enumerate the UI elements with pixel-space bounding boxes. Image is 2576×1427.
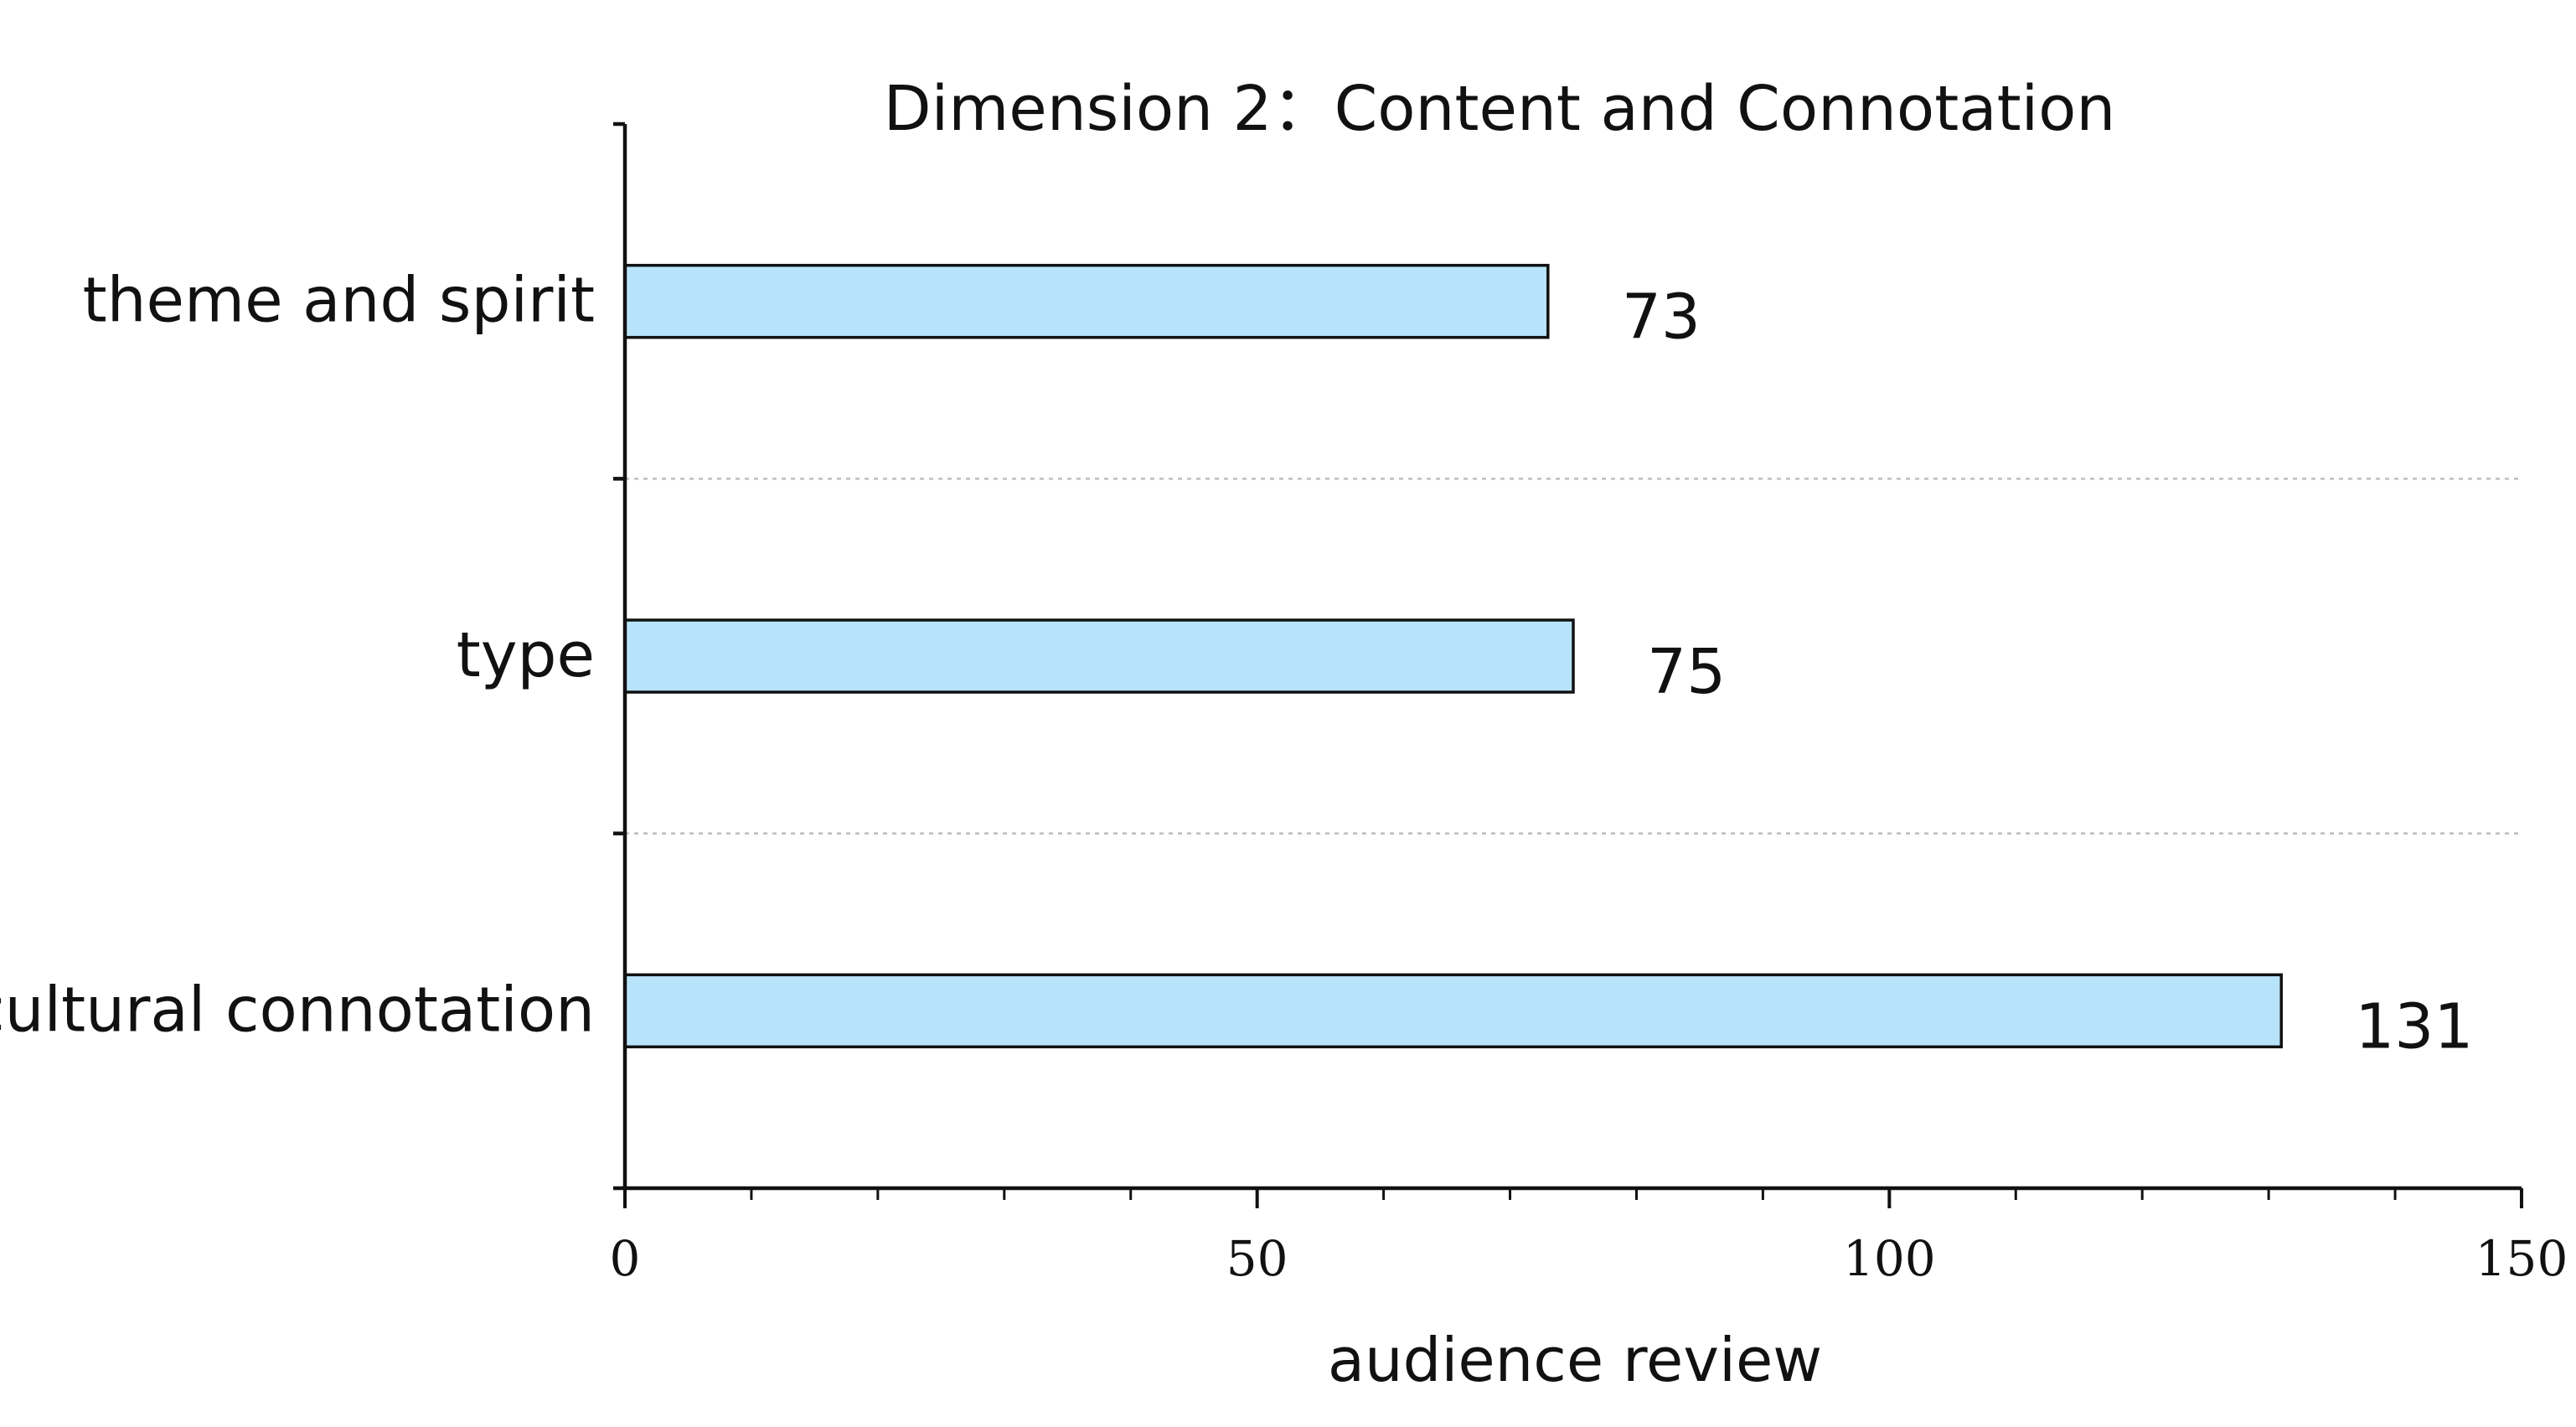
axes [613, 122, 2523, 1208]
category-label: type [457, 619, 595, 691]
chart-title: Dimension 2：Content and Connotation [884, 73, 2116, 145]
value-label: 131 [2355, 990, 2473, 1062]
x-tick-label: 150 [2475, 1230, 2568, 1287]
bars [623, 263, 2283, 1049]
x-axis-title: audience review [1328, 1325, 1822, 1395]
category-label: theme and spirit [83, 265, 595, 337]
labels: 0 50 100 150 theme and spirit 73 type 75 cultura… [0, 265, 2568, 1287]
category-label: cultural connotation [0, 974, 595, 1046]
x-tick-label: 50 [1226, 1230, 1288, 1287]
value-label: 73 [1622, 282, 1701, 354]
x-tick-label: 0 [610, 1230, 641, 1287]
x-tick-label: 100 [1843, 1230, 1936, 1287]
grid-lines [625, 478, 2522, 835]
bar [623, 263, 1550, 339]
bar [623, 618, 1575, 694]
value-label: 75 [1647, 636, 1726, 708]
bar [623, 973, 2283, 1049]
